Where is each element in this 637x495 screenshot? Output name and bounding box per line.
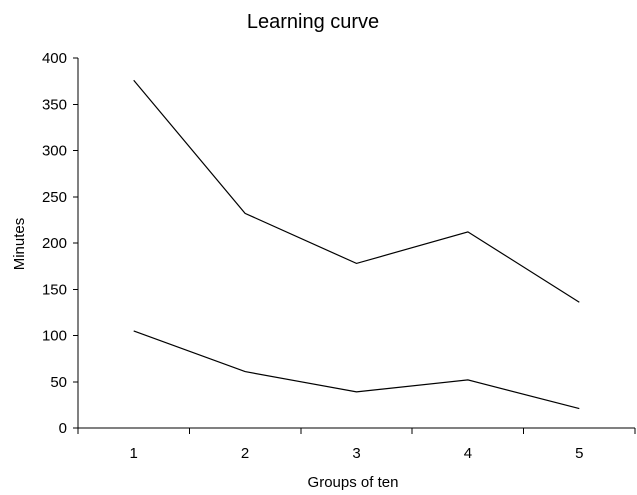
- y-axis-label: Minutes: [11, 218, 28, 271]
- y-tick-label: 250: [42, 189, 67, 206]
- axes: 0 50 100 150 200 250 300 350 400 1 2 3 4 5: [42, 50, 636, 462]
- y-tick-label: 350: [42, 96, 67, 113]
- x-tick-label: 2: [241, 445, 249, 462]
- x-tick-label: 4: [464, 445, 472, 462]
- x-tick-label: 3: [352, 445, 360, 462]
- series-line-1: [133, 79, 580, 303]
- chart-title: Learning curve: [247, 11, 379, 33]
- y-tick-label: 100: [42, 328, 67, 345]
- x-tick-label: 1: [130, 445, 138, 462]
- x-axis-label: Groups of ten: [308, 474, 399, 490]
- y-tick-label: 200: [42, 235, 67, 252]
- series-line-2: [133, 330, 580, 410]
- y-tick-label: 150: [42, 281, 67, 298]
- y-tick-label: 50: [50, 374, 67, 391]
- y-tick-label: 300: [42, 143, 67, 160]
- series-lines: [133, 79, 580, 410]
- y-tick-label: 400: [42, 50, 67, 67]
- y-tick-label: 0: [59, 420, 67, 437]
- x-tick-label: 5: [575, 445, 583, 462]
